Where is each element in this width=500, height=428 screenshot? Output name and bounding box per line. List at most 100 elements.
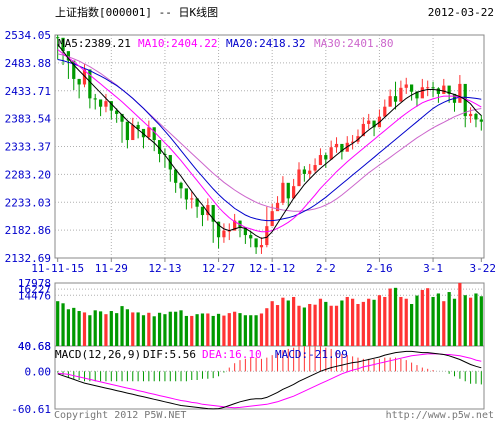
macd-legend-macd_params: MACD(12,26,9) — [55, 348, 141, 361]
candle-body — [136, 125, 140, 129]
candle-body — [468, 113, 473, 117]
volume-bar — [313, 304, 317, 346]
kline-y-tick-label: 2433.71 — [5, 85, 51, 98]
volume-bar — [66, 309, 71, 346]
x-tick-label: 2-16 — [366, 262, 393, 275]
candle-body — [66, 51, 71, 61]
volume-bar — [431, 296, 435, 346]
candle-body — [297, 169, 301, 187]
candle-body — [56, 37, 60, 39]
x-tick-label: 12-13 — [148, 262, 181, 275]
volume-bar — [243, 315, 247, 346]
x-tick-label: 12-1-12 — [249, 262, 295, 275]
legend-ma30: MA30:2401.80 — [314, 37, 393, 50]
candle-body — [340, 143, 344, 152]
candle-body — [249, 235, 253, 239]
source-url: http://www.p5w.net — [386, 410, 494, 421]
candle-body — [458, 83, 462, 103]
candle-body — [61, 37, 65, 52]
macd-frame — [54, 345, 485, 410]
volume-bar — [463, 295, 467, 346]
kline-y-tick-label: 2132.69 — [5, 252, 51, 265]
volume-bar — [259, 313, 264, 346]
candle-body — [88, 69, 92, 99]
volume-bar — [367, 298, 371, 346]
volume-bar — [340, 300, 344, 346]
ma20-line — [57, 59, 482, 222]
candle-body — [157, 140, 162, 154]
candle-body — [254, 238, 258, 248]
candle-body — [436, 88, 441, 94]
volume-bar — [179, 310, 183, 346]
candle-body — [174, 169, 178, 183]
candle-body — [77, 78, 81, 85]
candle-body — [415, 91, 419, 99]
volume-bar — [152, 316, 156, 346]
kline-y-tick-label: 2383.54 — [5, 113, 52, 126]
volume-bar — [120, 306, 124, 346]
candle-body — [109, 101, 113, 111]
candle-body — [259, 245, 264, 248]
candle-body — [200, 206, 205, 216]
candle-body — [334, 143, 339, 148]
candle-body — [184, 188, 188, 200]
volume-y-tick-label: 16227 — [18, 283, 51, 296]
volume-bar — [377, 295, 382, 346]
candle-body — [286, 182, 290, 199]
volume-bar — [383, 296, 387, 346]
volume-bar — [147, 312, 151, 346]
volume-bar — [227, 313, 231, 346]
volume-bar — [345, 296, 349, 346]
candle-body — [216, 221, 221, 238]
volume-bar — [141, 315, 146, 346]
volume-bar — [104, 314, 108, 346]
volume-bar — [93, 310, 97, 346]
volume-bar — [308, 303, 312, 346]
volume-bar — [168, 311, 172, 346]
volume-bar — [281, 297, 285, 346]
kline-y-tick-label: 2283.20 — [5, 168, 51, 181]
x-tick-label: 12-27 — [202, 262, 235, 275]
volume-bar — [77, 311, 81, 346]
volume-bar — [351, 298, 355, 346]
candle-body — [93, 98, 97, 100]
legend-ma10: MA10:2404.22 — [138, 37, 217, 50]
volume-bar — [458, 282, 462, 346]
candle-body — [152, 127, 156, 141]
candle-body — [206, 205, 210, 216]
candle-body — [120, 113, 124, 122]
candle-body — [399, 87, 403, 102]
x-tick-label: 2-2 — [316, 262, 336, 275]
volume-bar — [388, 288, 392, 346]
kline-y-tick-label: 2534.05 — [5, 29, 51, 42]
candle-body — [265, 226, 269, 246]
volume-bar — [442, 301, 446, 346]
volume-bar — [479, 296, 483, 346]
macd-y-tick-label: 0.00 — [25, 365, 52, 378]
candle-body — [329, 147, 333, 160]
candle-body — [308, 170, 312, 174]
volume-bar — [409, 303, 414, 346]
volume-bar — [292, 296, 296, 346]
volume-bar — [329, 305, 333, 346]
candle-body — [270, 211, 274, 227]
x-tick-label: 11-11-15 — [31, 262, 84, 275]
candle-body — [190, 198, 194, 200]
volume-bar — [447, 292, 451, 346]
x-tick-label: 3-1 — [423, 262, 443, 275]
volume-bar — [415, 295, 419, 346]
candle-body — [367, 120, 371, 124]
chart-title: 上证指数[000001] -- 日K线图 — [55, 5, 218, 19]
volume-bar — [302, 307, 306, 346]
copyright-text: Copyright 2012 P5W.NET — [54, 410, 186, 421]
volume-bar — [163, 314, 167, 346]
dif-line — [57, 350, 482, 410]
candle-body — [115, 110, 119, 114]
ma5-line — [57, 44, 482, 239]
volume-bar — [468, 297, 473, 346]
volume-bar — [238, 313, 242, 346]
candle-body — [275, 202, 280, 212]
volume-bar — [211, 315, 215, 346]
volume-bar — [72, 307, 76, 346]
candle-body — [388, 96, 392, 107]
